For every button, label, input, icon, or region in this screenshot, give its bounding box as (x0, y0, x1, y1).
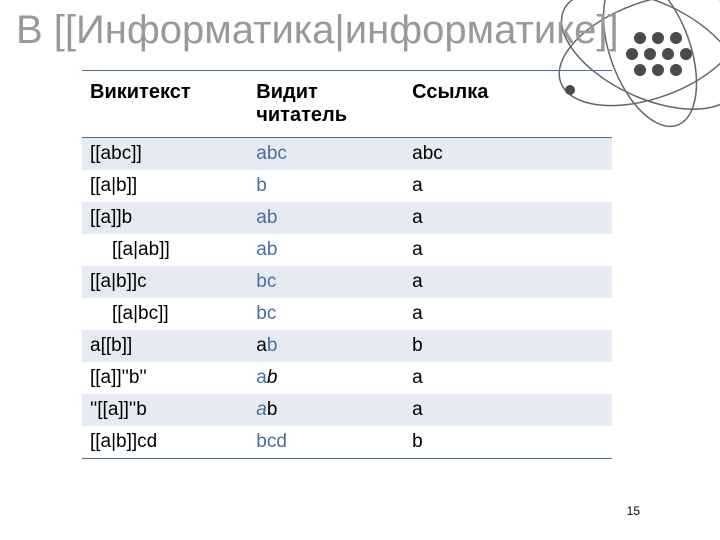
cell-wikitext: [[a|b]]cd (82, 426, 248, 459)
cell-link: abc (404, 138, 612, 171)
table-row: [[a|ab]]aba (82, 234, 612, 266)
page-number: 15 (627, 504, 640, 518)
table-row: [[abc]]abcabc (82, 138, 612, 171)
cell-link: a (404, 394, 612, 426)
header-wikitext: Викитекст (82, 71, 248, 138)
table-row: [[a|b]]cbca (82, 266, 612, 298)
cell-wikitext: [[a|b]]c (82, 266, 248, 298)
slide: В [[Информатика|информатике]] Викитекст … (0, 0, 720, 540)
cell-display: b (248, 170, 404, 202)
cell-display: abc (248, 138, 404, 171)
cell-link: a (404, 266, 612, 298)
table-row: [[a|b]]ba (82, 170, 612, 202)
table-header-row: Викитекст Видит читатель Ссылка (82, 71, 612, 138)
table-row: ''[[a]]''baba (82, 394, 612, 426)
cell-wikitext: a[[b]] (82, 330, 248, 362)
cell-wikitext: [[a|bc]] (82, 298, 248, 330)
cell-link: a (404, 170, 612, 202)
cell-link: a (404, 362, 612, 394)
cell-link: a (404, 202, 612, 234)
header-display: Видит читатель (248, 71, 404, 138)
cell-display: bcd (248, 426, 404, 459)
cell-display: bc (248, 266, 404, 298)
cell-display: ab (248, 394, 404, 426)
cell-wikitext: [[a|b]] (82, 170, 248, 202)
table-row: [[a]]baba (82, 202, 612, 234)
header-link: Ссылка (404, 71, 612, 138)
cell-wikitext: [[a|ab]] (82, 234, 248, 266)
cell-wikitext: [[abc]] (82, 138, 248, 171)
cell-display: bc (248, 298, 404, 330)
table-row: [[a|bc]]bca (82, 298, 612, 330)
table-row: [[a|b]]cdbcdb (82, 426, 612, 459)
cell-wikitext: [[a]]''b'' (82, 362, 248, 394)
cell-link: a (404, 234, 612, 266)
slide-title: В [[Информатика|информатике]] (16, 8, 619, 53)
cell-wikitext: ''[[a]]''b (82, 394, 248, 426)
wikitext-table: Викитекст Видит читатель Ссылка [[abc]]a… (82, 70, 612, 459)
cell-display: ab (248, 234, 404, 266)
table-row: [[a]]''b''aba (82, 362, 612, 394)
cell-link: b (404, 330, 612, 362)
cell-link: b (404, 426, 612, 459)
cell-link: a (404, 298, 612, 330)
cell-display: ab (248, 330, 404, 362)
cell-display: ab (248, 202, 404, 234)
cell-wikitext: [[a]]b (82, 202, 248, 234)
cell-display: ab (248, 362, 404, 394)
table-row: a[[b]]abb (82, 330, 612, 362)
